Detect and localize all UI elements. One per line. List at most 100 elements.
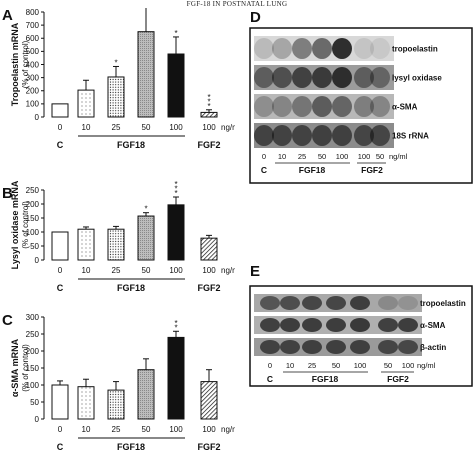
significance-marker: * xyxy=(174,185,177,194)
blot-band xyxy=(302,340,322,354)
blot-band xyxy=(354,125,374,146)
group-label: C xyxy=(261,165,267,175)
x-tick-label: 10 xyxy=(82,425,91,434)
y-axis-label: (% of control) xyxy=(21,201,30,249)
bar xyxy=(200,381,218,420)
group-label: FGF18 xyxy=(299,165,326,175)
blot-band xyxy=(254,38,274,59)
blot-band xyxy=(312,67,332,88)
x-tick-label: 100 xyxy=(202,425,216,434)
blot-band xyxy=(350,296,370,310)
blot-band xyxy=(260,296,280,310)
lane-label: 10 xyxy=(278,152,286,161)
y-axis-label: Tropoelastin mRNA xyxy=(10,22,20,106)
blot-band xyxy=(326,340,346,354)
lane-label: 25 xyxy=(298,152,306,161)
blot-band xyxy=(272,96,292,117)
y-tick-label: 100 xyxy=(26,228,40,237)
blot-band xyxy=(332,96,352,117)
lane-label: 50 xyxy=(384,361,392,370)
bar xyxy=(200,111,218,118)
blot-band xyxy=(260,318,280,332)
significance-marker: * xyxy=(144,205,147,214)
lane-label: 100 xyxy=(358,152,371,161)
blot-band xyxy=(302,296,322,310)
significance-marker: * xyxy=(207,102,210,111)
lane-label: 25 xyxy=(308,361,316,370)
blot-band xyxy=(280,318,300,332)
x-tick-label: 0 xyxy=(58,425,63,434)
y-tick-label: 0 xyxy=(35,415,40,424)
band-label: lysyl oxidase xyxy=(392,74,442,83)
lane-label: 50 xyxy=(318,152,326,161)
y-tick-label: 300 xyxy=(26,73,40,82)
y-tick-label: 50 xyxy=(30,242,39,251)
band-label: β-actin xyxy=(420,343,446,352)
blot-band xyxy=(378,340,398,354)
blot-band xyxy=(332,67,352,88)
blot-band xyxy=(312,38,332,59)
blot-band xyxy=(378,296,398,310)
unit-label: ng/ml xyxy=(221,425,235,434)
blot-band xyxy=(272,67,292,88)
bar xyxy=(77,386,95,420)
blot-band xyxy=(292,125,312,146)
group-label: FGF18 xyxy=(312,374,339,384)
lane-label: 100 xyxy=(354,361,367,370)
significance-marker: * xyxy=(207,97,210,106)
group-label: FGF2 xyxy=(361,165,383,175)
blot-band xyxy=(350,318,370,332)
group-label: C xyxy=(57,442,64,452)
y-tick-label: 150 xyxy=(26,214,40,223)
bar xyxy=(137,215,155,261)
bar xyxy=(51,103,69,118)
significance-marker: * xyxy=(174,180,177,189)
group-label: FGF18 xyxy=(117,442,145,452)
unit-label: ng/ml xyxy=(221,123,235,132)
blot-band xyxy=(354,67,374,88)
y-axis-label: (% of control) xyxy=(21,344,30,392)
blot-band xyxy=(302,318,322,332)
blot-band xyxy=(398,296,418,310)
blot-band xyxy=(292,96,312,117)
lane-label: 0 xyxy=(262,152,266,161)
x-tick-label: 100 xyxy=(202,123,216,132)
group-label: C xyxy=(57,283,64,293)
blot-band xyxy=(370,96,390,117)
bar xyxy=(51,384,69,420)
blot-band xyxy=(354,96,374,117)
y-tick-label: 200 xyxy=(26,347,40,356)
bar xyxy=(167,204,185,261)
blot-band xyxy=(280,340,300,354)
y-tick-label: 700 xyxy=(26,21,40,30)
bar xyxy=(107,228,125,261)
group-label: FGF2 xyxy=(197,442,220,452)
lane-label: 100 xyxy=(402,361,415,370)
y-tick-label: 200 xyxy=(26,200,40,209)
y-tick-label: 0 xyxy=(35,113,40,122)
blot-band xyxy=(292,38,312,59)
lane-label: 100 xyxy=(336,152,349,161)
blot-band xyxy=(326,318,346,332)
x-tick-label: 50 xyxy=(142,123,151,132)
bar xyxy=(167,53,185,118)
x-tick-label: 10 xyxy=(82,266,91,275)
blot-band xyxy=(370,38,390,59)
bar xyxy=(137,369,155,420)
lane-label: 50 xyxy=(376,152,384,161)
band-label: 18S rRNA xyxy=(392,132,429,141)
x-tick-label: 100 xyxy=(169,425,183,434)
blot-band xyxy=(272,125,292,146)
x-tick-label: 25 xyxy=(112,123,121,132)
blot-band xyxy=(354,38,374,59)
group-label: FGF2 xyxy=(387,374,409,384)
blot-band xyxy=(254,125,274,146)
panel-letter: D xyxy=(250,9,261,26)
x-tick-label: 10 xyxy=(82,123,91,132)
group-label: C xyxy=(267,374,273,384)
bar xyxy=(77,228,95,261)
blot-band xyxy=(292,67,312,88)
